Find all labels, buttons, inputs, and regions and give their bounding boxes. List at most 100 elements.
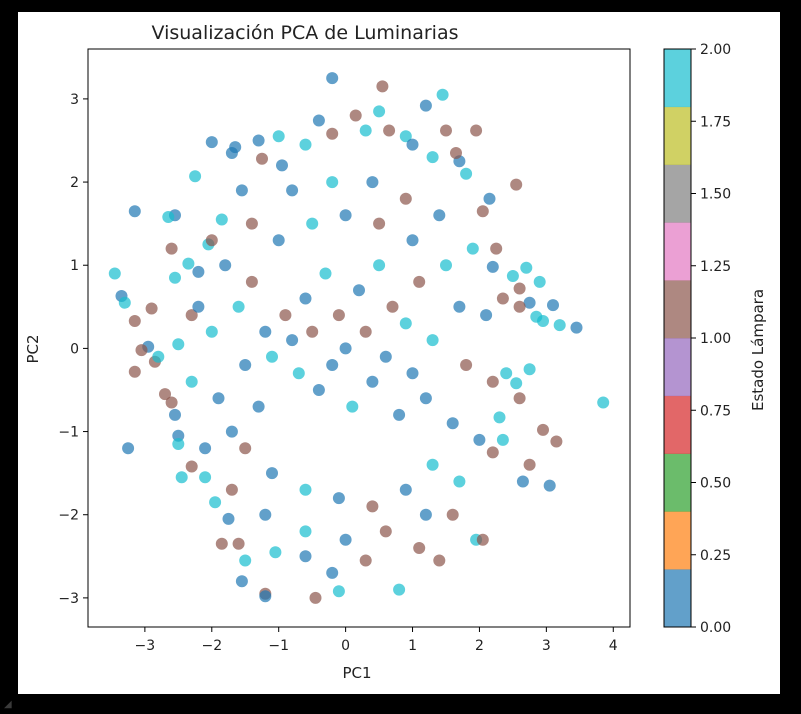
scatter-point (359, 124, 372, 137)
scatter-point (235, 575, 248, 588)
colorbar-tick-label: 1.00 (700, 331, 731, 347)
scatter-point (215, 537, 228, 550)
scatter-point (393, 583, 406, 596)
colorbar-band (664, 395, 691, 454)
scatter-point (276, 159, 288, 172)
scatter-point (460, 359, 473, 371)
scatter-point (326, 176, 339, 189)
scatter-point (219, 259, 232, 272)
scatter-point (486, 446, 499, 459)
scatter-point (232, 300, 245, 313)
scatter-point (185, 309, 198, 322)
scatter-point (135, 344, 148, 357)
scatter-point (192, 300, 205, 313)
scatter-point (169, 408, 181, 421)
scatter-point (513, 282, 526, 295)
x-axis-label: PC1 (342, 664, 371, 682)
scatter-point (386, 300, 399, 313)
scatter-point (159, 388, 171, 401)
y-tick-label: −2 (58, 508, 79, 524)
scatter-point (537, 423, 549, 436)
scatter-point (225, 147, 238, 159)
scatter-point (366, 176, 379, 189)
scatter-point (175, 471, 188, 484)
scatter-point (446, 508, 459, 521)
scatter-point (299, 138, 312, 151)
scatter-point (232, 537, 245, 550)
scatter-point (413, 542, 426, 554)
scatter-point (189, 170, 202, 183)
scatter-point (128, 205, 141, 218)
scatter-point (530, 310, 543, 323)
scatter-point (399, 483, 412, 496)
scatter-point (476, 205, 489, 218)
scatter-point (169, 271, 181, 284)
scatter-point (533, 275, 546, 288)
scatter-point (162, 211, 175, 223)
scatter-point (440, 259, 452, 272)
scatter-point (332, 309, 345, 322)
y-tick-label: 2 (70, 175, 79, 191)
scatter-point (222, 512, 235, 525)
y-tick-label: −1 (58, 425, 79, 441)
scatter-point (379, 525, 392, 538)
scatter-point (259, 325, 272, 338)
scatter-point (332, 492, 345, 505)
scatter-point (205, 325, 218, 338)
scatter-point (383, 124, 396, 137)
scatter-point (266, 350, 278, 363)
scatter-point (279, 309, 292, 322)
colorbar-band (664, 106, 691, 165)
scatter-point (450, 147, 462, 159)
scatter-point (483, 192, 496, 205)
scatter-point (399, 192, 412, 205)
x-tick-label: −1 (268, 638, 289, 654)
scatter-point (339, 209, 352, 222)
scatter-point (165, 242, 178, 255)
colorbar-band (664, 222, 691, 281)
colorbar-band (664, 164, 691, 223)
scatter-point (480, 309, 493, 322)
chart-title: Visualización PCA de Luminarias (152, 22, 459, 44)
scatter-point (419, 508, 432, 521)
scatter-point (373, 217, 386, 230)
scatter-point (516, 475, 529, 488)
resize-handle-icon: ◢ (4, 699, 12, 710)
scatter-point (426, 334, 439, 347)
colorbar-tick-label: 2.00 (700, 42, 731, 58)
scatter-point (399, 130, 412, 143)
chart-figure: −3 −2 −1 0 1 2 3 4 −3 −2 −1 0 1 2 3 Visualización PCA… (18, 12, 780, 694)
y-axis-label: PC2 (24, 334, 42, 363)
colorbar-ticks: 0.00 0.25 0.50 0.75 1.00 1.25 1.50 1.75 2.00 (691, 42, 731, 636)
scatter-point (510, 377, 523, 390)
scatter-point (185, 375, 198, 388)
scatter-point (306, 217, 319, 230)
scatter-point (326, 72, 339, 85)
scatter-point (523, 296, 536, 309)
scatter-point (486, 260, 499, 273)
y-tick-label: 1 (70, 258, 79, 274)
scatter-point (172, 438, 185, 450)
scatter-point (272, 130, 285, 143)
scatter-point (506, 270, 519, 282)
scatter-point (245, 275, 258, 288)
scatter-point (510, 178, 523, 191)
scatter-point (393, 408, 406, 421)
scatter-point (326, 127, 339, 140)
scatter-point (245, 217, 258, 230)
scatter-point (235, 184, 248, 197)
scatter-point (299, 525, 312, 538)
scatter-point (513, 300, 526, 313)
scatter-point (259, 590, 272, 603)
scatter-point (349, 109, 362, 122)
scatter-point (490, 242, 503, 255)
x-tick-label: −2 (201, 638, 222, 654)
scatter-point (225, 425, 238, 438)
x-tick-label: 3 (542, 638, 551, 654)
scatter-point (212, 392, 225, 405)
scatter-point (215, 213, 228, 226)
colorbar-band (664, 453, 691, 512)
x-tick-label: 0 (341, 638, 350, 654)
colorbar-tick-label: 1.25 (700, 259, 731, 275)
